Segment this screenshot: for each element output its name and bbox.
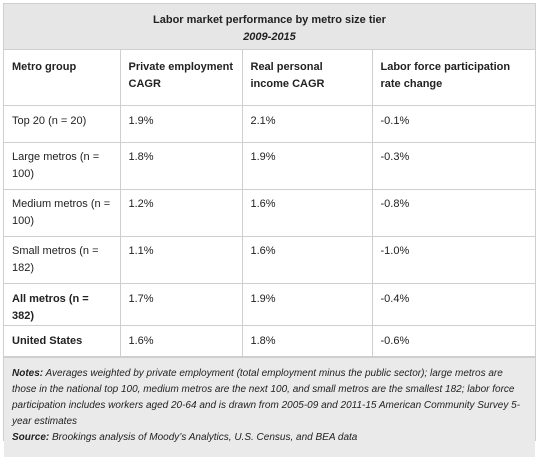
- cell-lfp: -0.1%: [371, 104, 535, 143]
- cell-income: 1.6%: [241, 235, 373, 284]
- cell-emp: 1.2%: [119, 188, 243, 237]
- table-row: Large metros (n = 100) 1.8% 1.9% -0.3%: [4, 141, 535, 190]
- notes-text: Averages weighted by private employment …: [12, 367, 521, 427]
- cell-income: 1.8%: [241, 324, 373, 357]
- cell-group: Small metros (n = 182): [4, 235, 121, 284]
- cell-group: All metros (n = 382): [4, 282, 121, 326]
- table-title: Labor market performance by metro size t…: [153, 14, 386, 26]
- cell-lfp: -0.6%: [371, 324, 535, 357]
- cell-income: 1.9%: [241, 141, 373, 190]
- column-header-income: Real personal income CAGR: [241, 50, 373, 106]
- cell-emp: 1.1%: [119, 235, 243, 284]
- source-text: Brookings analysis of Moody’s Analytics,…: [52, 431, 358, 443]
- cell-lfp: -0.4%: [371, 282, 535, 326]
- header-row: Metro group Private employment CAGR Real…: [4, 50, 535, 106]
- cell-emp: 1.8%: [119, 141, 243, 190]
- cell-income: 2.1%: [241, 104, 373, 143]
- cell-lfp: -0.3%: [371, 141, 535, 190]
- cell-group: Top 20 (n = 20): [4, 104, 121, 143]
- cell-group: Medium metros (n = 100): [4, 188, 121, 237]
- table-row: Top 20 (n = 20) 1.9% 2.1% -0.1%: [4, 104, 535, 143]
- cell-income: 1.9%: [241, 282, 373, 326]
- column-header-metro-group: Metro group: [4, 50, 121, 106]
- column-header-employment: Private employment CAGR: [119, 50, 243, 106]
- cell-lfp: -0.8%: [371, 188, 535, 237]
- cell-group: Large metros (n = 100): [4, 141, 121, 190]
- table-card: Labor market performance by metro size t…: [3, 3, 536, 457]
- notes-block: Notes: Averages weighted by private empl…: [4, 356, 535, 457]
- cell-emp: 1.6%: [119, 324, 243, 357]
- table-row-united-states: United States 1.6% 1.8% -0.6%: [4, 324, 535, 357]
- notes-label: Notes:: [12, 367, 44, 379]
- source-label: Source:: [12, 431, 50, 443]
- cell-lfp: -1.0%: [371, 235, 535, 284]
- table-row-all-metros: All metros (n = 382) 1.7% 1.9% -0.4%: [4, 282, 535, 326]
- cell-emp: 1.7%: [119, 282, 243, 326]
- column-header-lfp: Labor force participation rate change: [371, 50, 535, 106]
- source-line: Source: Brookings analysis of Moody’s An…: [12, 430, 527, 446]
- title-block: Labor market performance by metro size t…: [4, 4, 535, 50]
- table-row: Medium metros (n = 100) 1.2% 1.6% -0.8%: [4, 188, 535, 237]
- cell-income: 1.6%: [241, 188, 373, 237]
- cell-emp: 1.9%: [119, 104, 243, 143]
- data-table: Metro group Private employment CAGR Real…: [4, 50, 535, 357]
- table-row: Small metros (n = 182) 1.1% 1.6% -1.0%: [4, 235, 535, 284]
- cell-group: United States: [4, 324, 121, 357]
- notes-line: Notes: Averages weighted by private empl…: [12, 366, 527, 430]
- table-subtitle: 2009-2015: [243, 31, 296, 43]
